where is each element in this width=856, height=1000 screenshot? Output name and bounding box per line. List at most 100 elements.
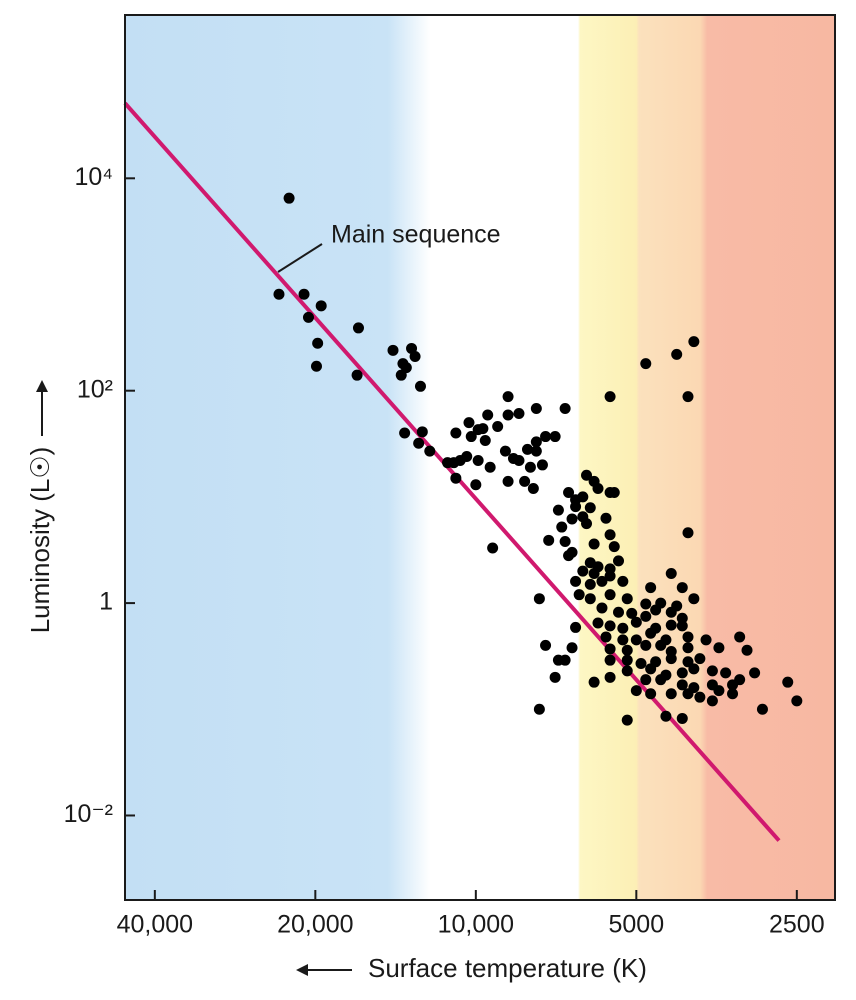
star-point bbox=[524, 461, 536, 473]
star-point bbox=[630, 634, 642, 646]
star-point bbox=[533, 703, 545, 715]
star-point bbox=[665, 619, 677, 631]
star-point bbox=[694, 653, 706, 665]
star-point bbox=[533, 593, 545, 605]
star-point bbox=[655, 674, 667, 686]
star-point bbox=[549, 431, 561, 443]
star-point bbox=[650, 604, 662, 616]
star-point bbox=[552, 504, 564, 516]
y-tick-label: 10² bbox=[77, 375, 113, 403]
star-point bbox=[688, 336, 700, 348]
star-point bbox=[559, 536, 571, 548]
star-point bbox=[450, 427, 462, 439]
y-axis-label: Luminosity (L☉) bbox=[25, 447, 55, 634]
star-point bbox=[352, 322, 364, 334]
star-point bbox=[676, 620, 688, 632]
star-point bbox=[536, 459, 548, 471]
star-point bbox=[570, 621, 582, 633]
star-point bbox=[665, 606, 677, 618]
star-point bbox=[660, 710, 672, 722]
star-point bbox=[395, 369, 407, 381]
star-point bbox=[682, 688, 694, 700]
y-axis-arrow bbox=[36, 380, 48, 436]
x-axis-arrow bbox=[296, 964, 352, 976]
star-point bbox=[621, 644, 633, 656]
star-point bbox=[513, 407, 525, 419]
x-tick-label: 10,000 bbox=[438, 911, 514, 939]
star-point bbox=[617, 622, 629, 634]
star-point bbox=[556, 521, 568, 533]
star-point bbox=[472, 455, 484, 467]
star-point bbox=[414, 380, 426, 392]
star-point bbox=[570, 575, 582, 587]
star-point bbox=[604, 570, 616, 582]
star-point bbox=[566, 642, 578, 654]
star-point bbox=[749, 667, 761, 679]
star-point bbox=[734, 631, 746, 643]
star-point bbox=[671, 348, 683, 360]
star-point bbox=[465, 431, 477, 443]
star-point bbox=[613, 606, 625, 618]
plot-area bbox=[123, 101, 803, 842]
star-point bbox=[530, 436, 542, 448]
star-point bbox=[676, 679, 688, 691]
star-point bbox=[791, 695, 803, 707]
star-point bbox=[470, 479, 482, 491]
x-tick-label: 5000 bbox=[609, 911, 665, 939]
star-point bbox=[463, 417, 475, 429]
x-tick-label: 2500 bbox=[769, 911, 825, 939]
star-point bbox=[604, 643, 616, 655]
star-point bbox=[484, 461, 496, 473]
star-point bbox=[621, 665, 633, 677]
star-point bbox=[543, 534, 555, 546]
star-point bbox=[682, 642, 694, 654]
star-point bbox=[519, 475, 531, 487]
star-point bbox=[700, 634, 712, 646]
star-point bbox=[521, 443, 533, 455]
star-point bbox=[559, 654, 571, 666]
star-point bbox=[409, 350, 421, 362]
star-point bbox=[676, 612, 688, 624]
star-point bbox=[640, 598, 652, 610]
star-point bbox=[310, 360, 322, 372]
star-point bbox=[682, 391, 694, 403]
star-point bbox=[706, 665, 718, 677]
star-point bbox=[454, 455, 466, 467]
star-point bbox=[630, 616, 642, 628]
star-point bbox=[581, 518, 593, 530]
star-point bbox=[645, 627, 657, 639]
star-point bbox=[604, 529, 616, 541]
annotation: Main sequence bbox=[331, 221, 501, 249]
plot-frame bbox=[124, 14, 836, 901]
star-point bbox=[588, 538, 600, 550]
star-point bbox=[621, 714, 633, 726]
star-point bbox=[694, 691, 706, 703]
star-point bbox=[713, 642, 725, 654]
star-point bbox=[549, 671, 561, 683]
star-point bbox=[577, 491, 589, 503]
star-point bbox=[487, 542, 499, 554]
star-point bbox=[640, 610, 652, 622]
star-point bbox=[513, 455, 525, 467]
star-point bbox=[584, 578, 596, 590]
x-tick-label: 40,000 bbox=[117, 911, 193, 939]
star-point bbox=[596, 602, 608, 614]
y-tick-label: 10⁻² bbox=[64, 800, 113, 828]
star-point bbox=[351, 369, 363, 381]
x-tick-label: 20,000 bbox=[277, 911, 353, 939]
star-point bbox=[577, 565, 589, 577]
star-point bbox=[502, 475, 514, 487]
star-point bbox=[621, 593, 633, 605]
star-point bbox=[727, 688, 739, 700]
star-point bbox=[315, 300, 327, 312]
star-point bbox=[573, 589, 585, 601]
star-point bbox=[782, 676, 794, 688]
star-point bbox=[502, 391, 514, 403]
star-point bbox=[563, 550, 575, 562]
star-point bbox=[617, 634, 629, 646]
star-point bbox=[584, 502, 596, 514]
star-point bbox=[499, 445, 511, 457]
star-point bbox=[492, 421, 504, 433]
star-point bbox=[563, 486, 575, 498]
